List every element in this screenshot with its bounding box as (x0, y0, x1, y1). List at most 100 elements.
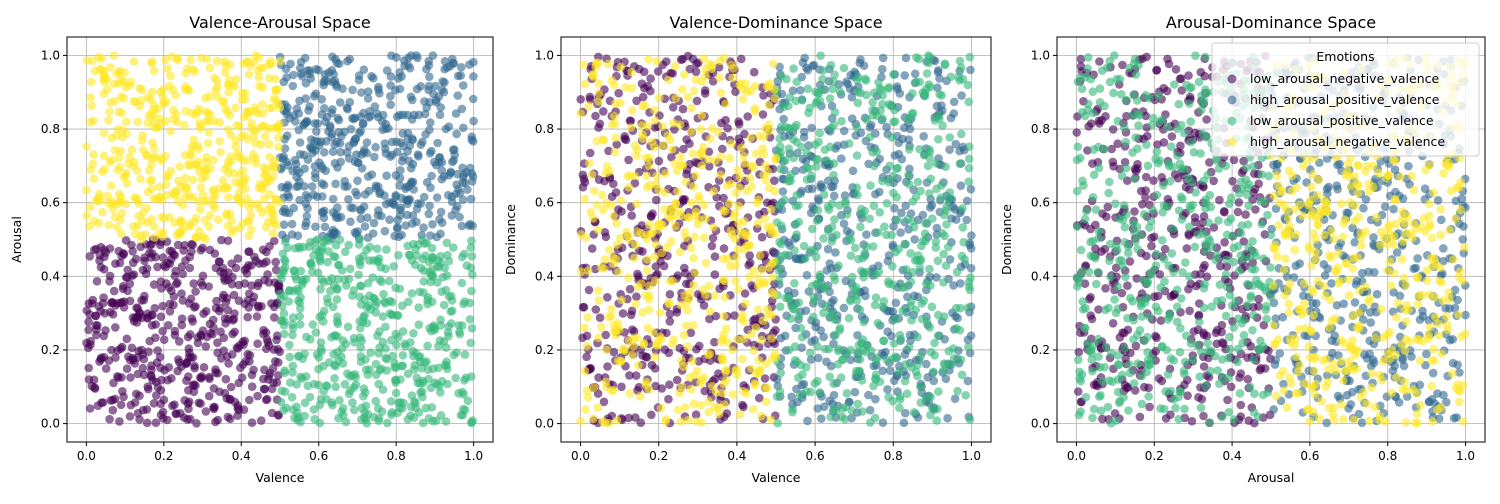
scatter-point (239, 219, 248, 228)
scatter-point (584, 102, 593, 111)
scatter-point (187, 247, 196, 256)
scatter-point (201, 94, 210, 103)
scatter-point (666, 290, 675, 299)
scatter-point (157, 154, 166, 163)
scatter-point (696, 379, 705, 388)
scatter-point (926, 203, 935, 212)
scatter-point (336, 98, 345, 107)
scatter-point (590, 187, 599, 196)
scatter-point (284, 181, 293, 190)
y-tick-label: 1.0 (41, 48, 60, 62)
scatter-point (252, 159, 261, 168)
scatter-point (125, 153, 134, 162)
scatter-point (311, 174, 320, 183)
scatter-point (300, 164, 309, 173)
scatter-point (320, 181, 329, 190)
scatter-point (590, 383, 599, 392)
scatter-point (249, 150, 258, 159)
scatter-point (295, 126, 304, 135)
scatter-point (109, 406, 118, 415)
scatter-point (840, 219, 849, 228)
scatter-point (775, 238, 784, 247)
scatter-point (607, 305, 616, 314)
scatter-point (827, 183, 836, 192)
scatter-point (382, 245, 391, 254)
scatter-point (609, 212, 618, 221)
scatter-point (281, 387, 290, 396)
scatter-point (676, 248, 685, 257)
scatter-point (580, 195, 589, 204)
scatter-point (1151, 332, 1160, 341)
scatter-point (826, 94, 835, 103)
scatter-point (589, 214, 598, 223)
scatter-point (111, 395, 120, 404)
scatter-point (359, 392, 368, 401)
x-tick-label: 0.8 (387, 449, 406, 463)
scatter-point (1217, 328, 1226, 337)
scatter-point (922, 360, 931, 369)
scatter-point (435, 158, 444, 167)
scatter-point (630, 254, 639, 263)
scatter-point (700, 201, 709, 210)
scatter-point (685, 139, 694, 148)
scatter-point (360, 65, 369, 74)
scatter-point (812, 99, 821, 108)
scatter-point (179, 296, 188, 305)
scatter-point (1212, 340, 1221, 349)
scatter-point (215, 257, 224, 266)
scatter-point (414, 199, 423, 208)
scatter-point (644, 55, 653, 64)
scatter-point (1321, 271, 1330, 280)
scatter-point (776, 201, 785, 210)
scatter-point (323, 113, 332, 122)
scatter-point (786, 314, 795, 323)
scatter-point (406, 141, 415, 150)
scatter-point (100, 70, 109, 79)
scatter-point (438, 377, 447, 386)
scatter-point (381, 227, 390, 236)
scatter-point (725, 199, 734, 208)
scatter-point (863, 116, 872, 125)
scatter-point (581, 178, 590, 187)
scatter-point (687, 127, 696, 136)
x-axis-label: Valence (752, 470, 801, 485)
scatter-point (128, 145, 137, 154)
scatter-point (1228, 177, 1237, 186)
scatter-point (884, 84, 893, 93)
scatter-point (582, 233, 591, 242)
scatter-point (334, 275, 343, 284)
scatter-point (884, 393, 893, 402)
scatter-point (418, 138, 427, 147)
scatter-point (959, 223, 968, 232)
scatter-point (871, 395, 880, 404)
scatter-point (122, 200, 131, 209)
scatter-point (224, 359, 233, 368)
scatter-point (151, 253, 160, 262)
scatter-point (418, 377, 427, 386)
scatter-point (320, 148, 329, 157)
scatter-point (954, 73, 963, 82)
scatter-point (357, 88, 366, 97)
scatter-point (697, 111, 706, 120)
scatter-point (581, 405, 590, 414)
scatter-point (605, 246, 614, 255)
scatter-point (118, 387, 127, 396)
scatter-point (797, 324, 806, 333)
scatter-point (311, 222, 320, 231)
scatter-point (335, 396, 344, 405)
scatter-point (319, 238, 328, 247)
scatter-point (729, 390, 738, 399)
scatter-point (1369, 233, 1378, 242)
scatter-point (388, 352, 397, 361)
scatter-point (148, 376, 157, 385)
scatter-point (701, 89, 710, 98)
scatter-point (804, 185, 813, 194)
scatter-point (950, 354, 959, 363)
scatter-point (837, 154, 846, 163)
scatter-point (761, 214, 770, 223)
scatter-point (664, 395, 673, 404)
scatter-point (228, 280, 237, 289)
scatter-point (812, 162, 821, 171)
scatter-point (469, 95, 478, 104)
